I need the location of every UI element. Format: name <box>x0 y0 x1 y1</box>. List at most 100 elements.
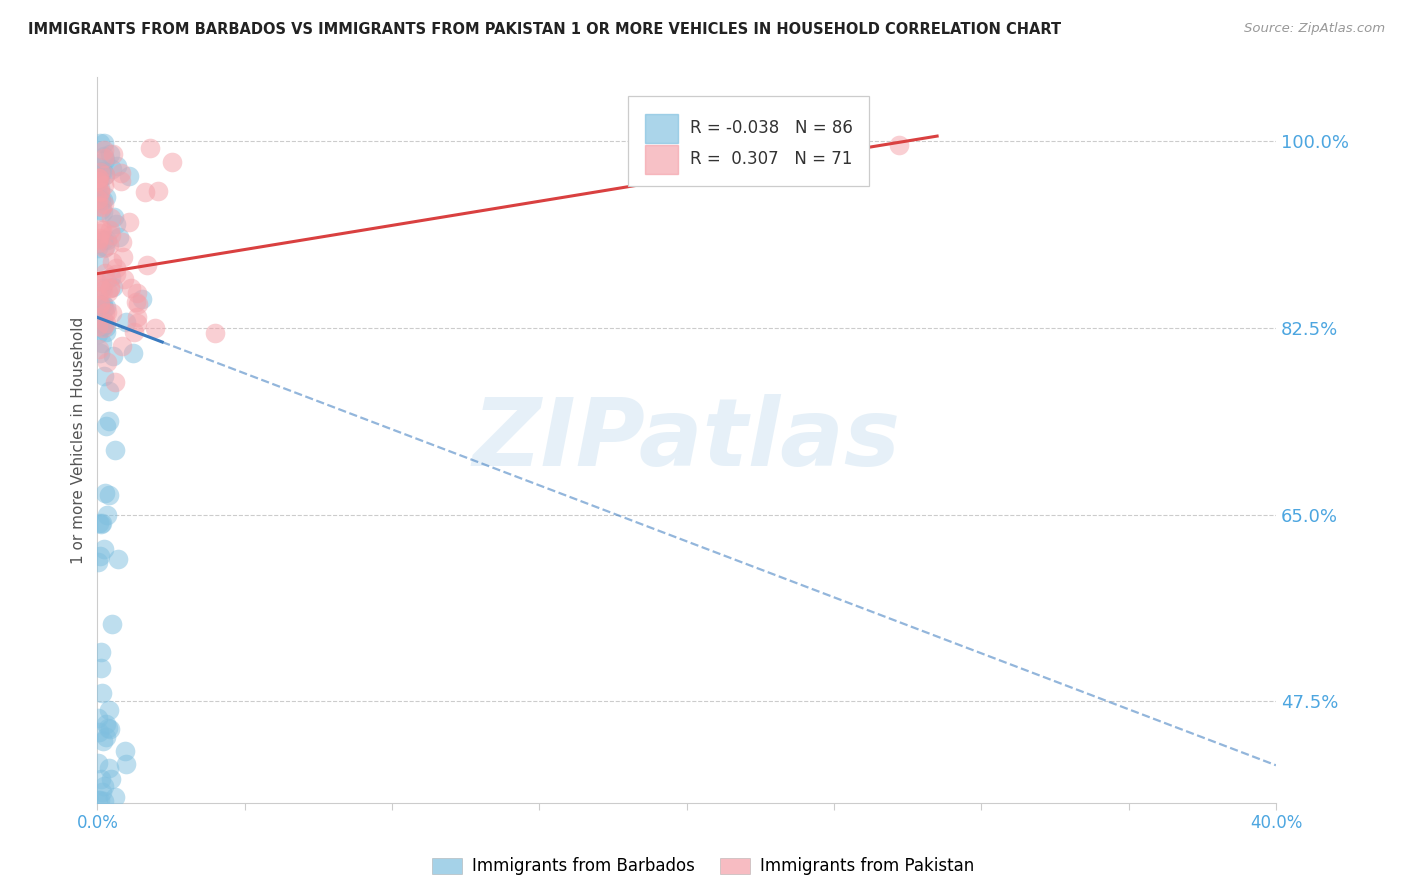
Point <box>104 260 127 275</box>
Point <box>93 149 115 163</box>
FancyBboxPatch shape <box>627 95 869 186</box>
Point <box>98 488 121 502</box>
Point <box>111 338 134 352</box>
Point <box>89 343 111 357</box>
Point <box>94 325 117 339</box>
Point <box>87 516 110 530</box>
Point <box>93 266 115 280</box>
Point <box>127 310 149 325</box>
Point <box>93 541 115 556</box>
Point <box>94 716 117 731</box>
Point <box>87 318 110 333</box>
Point <box>93 233 115 247</box>
Point <box>100 281 122 295</box>
Point <box>87 327 110 342</box>
Point <box>101 306 124 320</box>
Point <box>86 756 108 771</box>
Point <box>87 178 110 193</box>
Point <box>89 231 111 245</box>
Point <box>96 305 118 319</box>
Point <box>104 789 127 804</box>
Point <box>107 551 129 566</box>
Point <box>96 301 118 315</box>
Point <box>90 517 112 532</box>
Point <box>94 730 117 744</box>
Point <box>93 242 115 256</box>
Point <box>90 203 112 218</box>
Point <box>87 171 110 186</box>
Point <box>96 354 118 368</box>
Text: Source: ZipAtlas.com: Source: ZipAtlas.com <box>1244 22 1385 36</box>
Point <box>134 186 156 200</box>
Point <box>94 305 117 319</box>
Point <box>90 772 112 787</box>
Point <box>86 274 108 288</box>
Point <box>87 171 110 186</box>
Point <box>111 250 134 264</box>
Point <box>114 757 136 772</box>
Point <box>89 345 111 359</box>
Point <box>89 186 111 200</box>
Point <box>91 318 114 333</box>
Point <box>100 722 122 736</box>
Point <box>89 165 111 179</box>
Point <box>103 146 125 161</box>
Point <box>87 235 110 250</box>
Point <box>91 296 114 310</box>
Point <box>204 326 226 340</box>
Point <box>100 270 122 285</box>
Point <box>148 184 170 198</box>
Point <box>91 193 114 207</box>
Point <box>97 238 120 252</box>
Point <box>87 233 110 247</box>
Point <box>89 184 111 198</box>
Point <box>96 233 118 247</box>
Y-axis label: 1 or more Vehicles in Household: 1 or more Vehicles in Household <box>72 317 86 564</box>
Point <box>94 240 117 254</box>
Bar <box>645 145 679 174</box>
Point <box>87 254 110 268</box>
Point <box>94 419 117 434</box>
Point <box>118 215 141 229</box>
Point <box>86 793 108 807</box>
Point <box>91 283 114 297</box>
Point <box>93 151 115 165</box>
Point <box>90 516 112 530</box>
Text: R =  0.307   N = 71: R = 0.307 N = 71 <box>690 151 852 169</box>
Point <box>101 617 124 632</box>
Point <box>96 508 118 523</box>
Point <box>87 724 110 739</box>
Point <box>93 793 115 807</box>
Point <box>125 316 148 330</box>
Point <box>94 273 117 287</box>
Point <box>94 168 117 182</box>
Point <box>105 217 128 231</box>
Text: R = -0.038   N = 86: R = -0.038 N = 86 <box>690 120 853 137</box>
Point <box>107 230 129 244</box>
Point <box>89 181 111 195</box>
Point <box>91 200 114 214</box>
Point <box>100 254 122 268</box>
Point <box>90 221 112 235</box>
Point <box>98 414 121 428</box>
Point <box>93 136 115 150</box>
Point <box>90 661 112 675</box>
Point <box>110 174 132 188</box>
Point <box>131 292 153 306</box>
Text: ZIPatlas: ZIPatlas <box>472 394 901 486</box>
Point <box>94 486 117 500</box>
Bar <box>645 113 679 143</box>
Point <box>89 793 111 807</box>
Point <box>91 281 114 295</box>
Point <box>89 160 111 174</box>
Point <box>100 772 122 786</box>
Point <box>98 281 121 295</box>
Point <box>98 703 121 717</box>
Point <box>87 711 110 725</box>
Point <box>104 376 127 390</box>
Point <box>86 241 108 255</box>
Point <box>101 161 124 176</box>
Point <box>160 155 183 169</box>
Point <box>125 285 148 300</box>
Point <box>89 549 111 563</box>
